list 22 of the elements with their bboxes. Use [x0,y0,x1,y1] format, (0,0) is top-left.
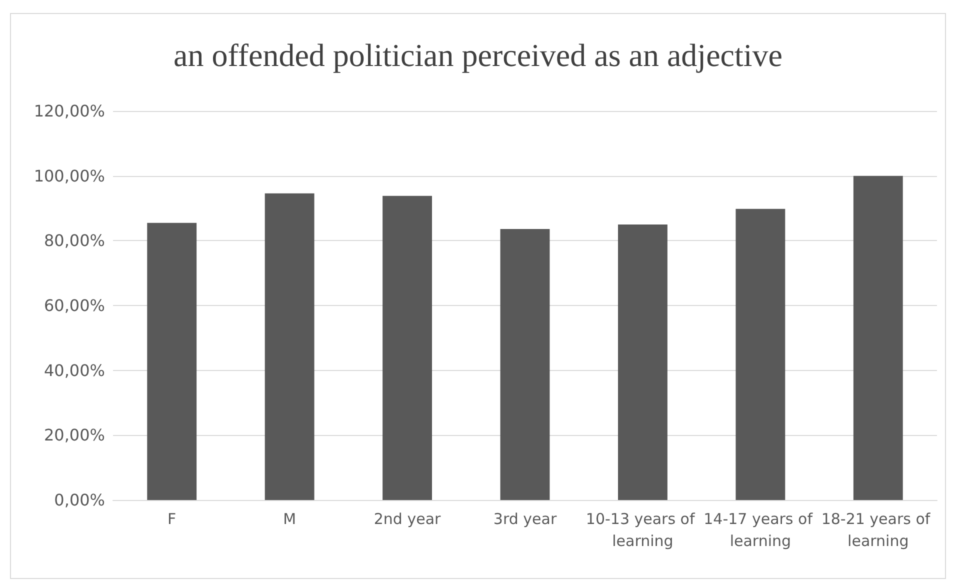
y-tick-label: 100,00% [34,166,105,186]
x-tick-label: 10-13 years of learning [586,510,700,550]
bar [382,196,432,500]
bar [500,228,550,500]
bar [736,208,786,500]
x-tick-label: F [168,510,176,528]
bar [147,222,197,500]
bar [264,193,314,500]
y-tick-label: 60,00% [44,296,105,315]
x-tick-label: 3rd year [493,510,558,528]
x-tick-label: 2nd year [374,510,442,528]
x-tick-label: M [283,510,296,528]
y-tick-label: 0,00% [54,490,105,510]
y-tick-label: 120,00% [34,102,105,120]
y-tick-label: 80,00% [44,231,105,250]
x-tick-label: 18-21 years of learning [821,510,935,550]
chart-title: an offended politician perceived as an adjective [174,37,782,73]
bar [618,224,668,500]
y-tick-label: 40,00% [44,360,105,380]
bar [853,176,903,500]
x-tick-label: 14-17 years of learning [704,510,818,550]
y-tick-label: 20,00% [44,426,105,445]
